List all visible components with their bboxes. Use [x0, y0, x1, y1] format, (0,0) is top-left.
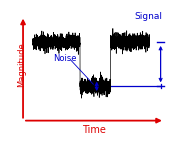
Text: Signal: Signal	[134, 12, 162, 21]
Text: Time: Time	[82, 125, 106, 135]
Text: Noise: Noise	[54, 54, 77, 63]
Text: Magnitude: Magnitude	[17, 42, 26, 87]
